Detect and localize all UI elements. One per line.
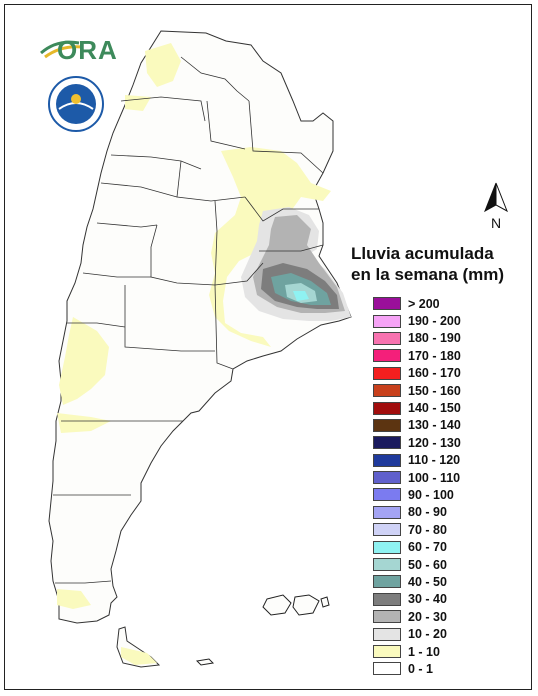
- legend-swatch: [373, 488, 401, 502]
- legend-label: 160 - 170: [408, 366, 461, 381]
- legend-swatch: [373, 366, 401, 380]
- legend-label: 80 - 90: [408, 505, 447, 520]
- legend-swatch: [373, 471, 401, 485]
- legend-label: 0 - 1: [408, 661, 434, 676]
- legend-label: 120 - 130: [408, 435, 461, 450]
- legend-title: Lluvia acumulada en la semana (mm): [351, 243, 504, 285]
- province-borders: [53, 56, 324, 584]
- legend-swatch: [373, 297, 401, 311]
- legend-item: 140 - 150: [373, 399, 461, 416]
- legend-item: > 200: [373, 295, 461, 312]
- legend-item: 110 - 120: [373, 452, 461, 469]
- legend-label: 30 - 40: [408, 592, 447, 607]
- legend-label: 110 - 120: [408, 453, 461, 468]
- legend-swatch: [373, 645, 401, 658]
- legend-swatch: [373, 523, 401, 537]
- legend-item: 1 - 10: [373, 643, 461, 660]
- legend-swatch: [373, 314, 401, 328]
- legend-label: 100 - 110: [408, 470, 461, 485]
- legend-label: 20 - 30: [408, 609, 447, 624]
- ora-logo: ORA: [39, 33, 117, 67]
- legend-label: 170 - 180: [408, 348, 461, 363]
- legend-item: 170 - 180: [373, 347, 461, 364]
- legend-swatch: [373, 592, 401, 606]
- smn-seal-icon: [48, 76, 104, 132]
- legend-item: 0 - 1: [373, 660, 461, 677]
- legend-item: 180 - 190: [373, 330, 461, 347]
- legend-item: 10 - 20: [373, 625, 461, 642]
- legend-title-line-1: Lluvia acumulada: [351, 244, 494, 263]
- legend-label: 50 - 60: [408, 557, 447, 572]
- legend-item: 70 - 80: [373, 521, 461, 538]
- legend-label: 70 - 80: [408, 522, 447, 537]
- legend-swatch: [373, 331, 401, 345]
- legend-item: 120 - 130: [373, 434, 461, 451]
- north-arrow-icon: [484, 182, 508, 213]
- malvinas-islands: [262, 594, 330, 616]
- legend-item: 190 - 200: [373, 312, 461, 329]
- legend-label: 60 - 70: [408, 540, 447, 555]
- legend-label: 10 - 20: [408, 627, 447, 642]
- legend-label: 180 - 190: [408, 331, 461, 346]
- rain-heavy-core: [241, 207, 351, 321]
- legend-label: 90 - 100: [408, 487, 454, 502]
- legend-item: 150 - 160: [373, 382, 461, 399]
- legend-item: 90 - 100: [373, 486, 461, 503]
- legend-swatch: [373, 662, 401, 676]
- legend-swatch: [373, 453, 401, 467]
- legend-label: 40 - 50: [408, 574, 447, 589]
- legend-item: 50 - 60: [373, 556, 461, 573]
- map-frame: ORA N Lluvia acumulada en la semana (mm)…: [4, 4, 532, 690]
- legend-item: 20 - 30: [373, 608, 461, 625]
- argentina-rainfall-map: [48, 30, 352, 668]
- legend-swatch: [373, 401, 401, 415]
- legend-item: 100 - 110: [373, 469, 461, 486]
- legend-item: 60 - 70: [373, 538, 461, 555]
- legend-swatch: [373, 627, 401, 641]
- legend: > 200 190 - 200 180 - 190 170 - 180 160 - 17…: [373, 295, 461, 678]
- legend-swatch: [373, 436, 401, 450]
- legend-swatch: [373, 540, 401, 554]
- legend-swatch: [373, 558, 401, 572]
- legend-label: 140 - 150: [408, 401, 461, 416]
- isla-de-los-estados: [195, 658, 215, 666]
- legend-swatch: [373, 384, 401, 398]
- legend-label: 190 - 200: [408, 314, 461, 329]
- legend-swatch: [373, 575, 401, 589]
- legend-item: 160 - 170: [373, 365, 461, 382]
- legend-swatch: [373, 610, 401, 624]
- legend-swatch: [373, 505, 401, 519]
- legend-label: 150 - 160: [408, 383, 461, 398]
- north-label: N: [491, 215, 502, 231]
- ora-swoosh-icon: [40, 40, 84, 59]
- rain-1-10-areas: [57, 43, 331, 665]
- legend-swatch: [373, 418, 401, 432]
- legend-title-line-2: en la semana (mm): [351, 265, 505, 284]
- legend-swatch: [373, 349, 401, 363]
- legend-item: 40 - 50: [373, 573, 461, 590]
- legend-item: 30 - 40: [373, 591, 461, 608]
- ora-logo-text: ORA: [57, 35, 118, 65]
- legend-item: 80 - 90: [373, 504, 461, 521]
- legend-label: 130 - 140: [408, 418, 461, 433]
- legend-label: > 200: [408, 296, 440, 311]
- legend-label: 1 - 10: [408, 644, 440, 659]
- legend-item: 130 - 140: [373, 417, 461, 434]
